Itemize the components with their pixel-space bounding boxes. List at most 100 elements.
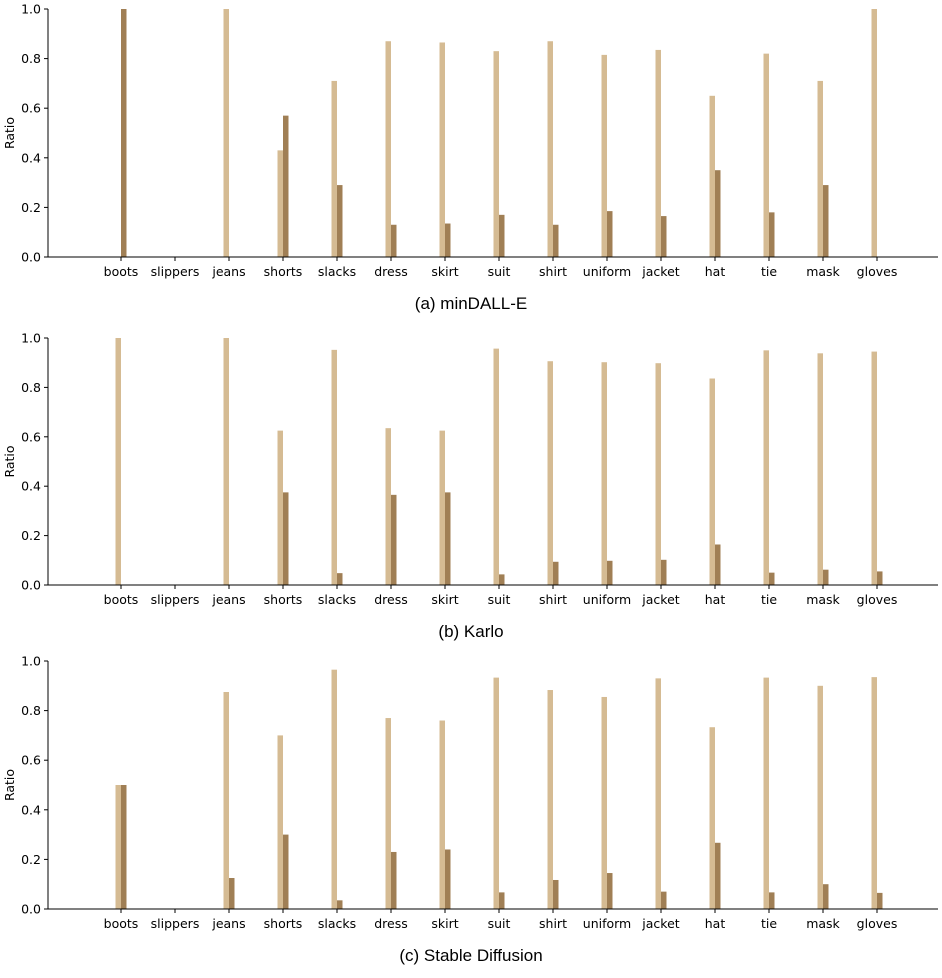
y-tick-label: 1.0 bbox=[21, 2, 41, 17]
bar-dark-tie bbox=[769, 892, 775, 909]
bar-dark-skirt bbox=[445, 849, 451, 909]
y-tick-label: 0.4 bbox=[21, 479, 41, 494]
bar-dark-dress bbox=[391, 224, 397, 257]
y-axis-label: Ratio bbox=[2, 769, 17, 801]
x-tick-label-tie: tie bbox=[761, 916, 777, 931]
bar-dark-suit bbox=[499, 214, 505, 257]
bar-light-shorts bbox=[277, 735, 283, 909]
y-tick-label: 0.6 bbox=[21, 753, 41, 768]
x-tick-label-dress: dress bbox=[374, 264, 408, 279]
x-tick-label-boots: boots bbox=[104, 592, 139, 607]
x-tick-label-slippers: slippers bbox=[151, 916, 200, 931]
y-tick-label: 0.4 bbox=[21, 150, 41, 165]
bar-dark-dress bbox=[391, 851, 397, 909]
y-tick-label: 0.4 bbox=[21, 802, 41, 817]
x-tick-label-shorts: shorts bbox=[264, 264, 303, 279]
x-tick-label-slippers: slippers bbox=[151, 264, 200, 279]
bar-dark-shorts bbox=[283, 834, 289, 909]
bar-dark-tie bbox=[769, 212, 775, 257]
x-tick-label-shorts: shorts bbox=[264, 916, 303, 931]
x-tick-label-dress: dress bbox=[374, 592, 408, 607]
x-tick-label-slacks: slacks bbox=[318, 916, 356, 931]
x-tick-label-uniform: uniform bbox=[583, 916, 631, 931]
y-tick-label: 0.8 bbox=[21, 51, 41, 66]
x-tick-label-tie: tie bbox=[761, 592, 777, 607]
bar-dark-slacks bbox=[337, 185, 343, 257]
x-tick-label-mask: mask bbox=[806, 264, 840, 279]
bar-dark-slacks bbox=[337, 900, 343, 909]
x-tick-label-shirt: shirt bbox=[539, 916, 567, 931]
bar-dark-skirt bbox=[445, 492, 451, 585]
bar-light-hat bbox=[709, 95, 715, 257]
bar-light-gloves bbox=[871, 9, 877, 257]
bar-dark-hat bbox=[715, 544, 721, 585]
bar-light-uniform bbox=[601, 696, 607, 909]
x-tick-label-hat: hat bbox=[705, 592, 726, 607]
y-axis-label: Ratio bbox=[2, 117, 17, 149]
x-tick-label-hat: hat bbox=[705, 916, 726, 931]
bar-light-jeans bbox=[223, 9, 229, 257]
bar-light-suit bbox=[493, 51, 499, 257]
caption-c: (c) Stable Diffusion bbox=[399, 946, 543, 965]
bar-light-shorts bbox=[277, 150, 283, 257]
bar-light-uniform bbox=[601, 54, 607, 257]
x-tick-label-slacks: slacks bbox=[318, 592, 356, 607]
bar-light-jacket bbox=[655, 363, 661, 585]
x-tick-label-gloves: gloves bbox=[857, 592, 898, 607]
bar-light-mask bbox=[817, 685, 823, 909]
bar-light-suit bbox=[493, 677, 499, 909]
x-tick-label-mask: mask bbox=[806, 592, 840, 607]
bar-light-mask bbox=[817, 80, 823, 257]
bar-light-suit bbox=[493, 348, 499, 585]
y-tick-label: 1.0 bbox=[21, 331, 41, 346]
x-tick-label-jacket: jacket bbox=[641, 916, 679, 931]
bar-light-slacks bbox=[331, 349, 337, 585]
bar-dark-suit bbox=[499, 892, 505, 909]
bar-light-jeans bbox=[223, 338, 229, 585]
bar-light-shorts bbox=[277, 430, 283, 585]
y-tick-label: 0.0 bbox=[21, 578, 41, 593]
x-tick-label-skirt: skirt bbox=[431, 592, 458, 607]
y-tick-label: 1.0 bbox=[21, 654, 41, 669]
x-tick-label-suit: suit bbox=[488, 264, 511, 279]
bar-dark-mask bbox=[823, 185, 829, 257]
bar-dark-shirt bbox=[553, 879, 559, 909]
x-tick-label-uniform: uniform bbox=[583, 264, 631, 279]
bar-light-tie bbox=[763, 53, 769, 257]
bar-dark-tie bbox=[769, 572, 775, 585]
y-tick-label: 0.6 bbox=[21, 101, 41, 116]
bar-dark-gloves bbox=[877, 892, 883, 909]
bar-light-dress bbox=[385, 41, 391, 257]
bar-dark-uniform bbox=[607, 211, 613, 257]
bar-dark-dress bbox=[391, 494, 397, 585]
x-tick-label-shorts: shorts bbox=[264, 592, 303, 607]
x-tick-label-boots: boots bbox=[104, 916, 139, 931]
bar-light-hat bbox=[709, 378, 715, 585]
y-tick-label: 0.2 bbox=[21, 528, 41, 543]
y-tick-label: 0.2 bbox=[21, 200, 41, 215]
bar-dark-boots bbox=[121, 9, 127, 257]
x-tick-label-dress: dress bbox=[374, 916, 408, 931]
bar-light-gloves bbox=[871, 351, 877, 585]
x-tick-label-skirt: skirt bbox=[431, 916, 458, 931]
bar-dark-mask bbox=[823, 569, 829, 585]
bar-dark-hat bbox=[715, 842, 721, 909]
bar-dark-skirt bbox=[445, 223, 451, 257]
bar-dark-boots bbox=[121, 785, 127, 909]
bar-dark-jeans bbox=[229, 878, 235, 909]
x-tick-label-jeans: jeans bbox=[211, 264, 245, 279]
x-tick-label-suit: suit bbox=[488, 592, 511, 607]
bar-light-shirt bbox=[547, 690, 553, 909]
bar-light-jeans bbox=[223, 692, 229, 909]
bar-light-skirt bbox=[439, 42, 445, 258]
bar-dark-jacket bbox=[661, 891, 667, 909]
bar-light-dress bbox=[385, 428, 391, 585]
x-tick-label-suit: suit bbox=[488, 916, 511, 931]
caption-a: (a) minDALL-E bbox=[414, 294, 528, 313]
bar-dark-shirt bbox=[553, 561, 559, 585]
x-tick-label-slacks: slacks bbox=[318, 264, 356, 279]
y-tick-label: 0.0 bbox=[21, 902, 41, 917]
bar-light-boots bbox=[115, 338, 121, 585]
bar-light-slacks bbox=[331, 80, 337, 257]
caption-b: (b) Karlo bbox=[438, 622, 504, 641]
